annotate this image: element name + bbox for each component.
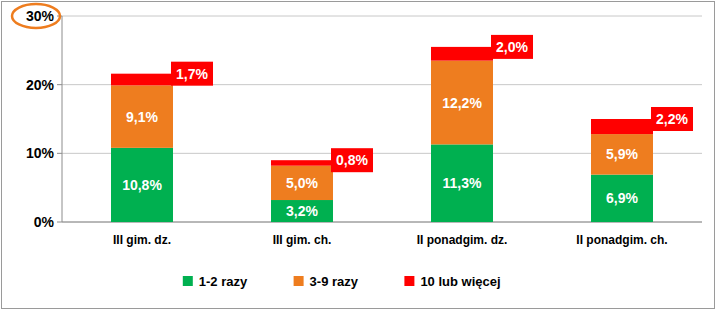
y-axis-line xyxy=(62,16,63,222)
tick-mark xyxy=(57,153,62,154)
category-label: II ponadgim. ch. xyxy=(576,233,667,247)
tick-label: 30% xyxy=(26,8,55,24)
label-box xyxy=(331,148,373,172)
legend: 1-2 razy 3-9 razy 10 lub więcej xyxy=(183,274,501,289)
data-label: 6,9% xyxy=(606,190,638,206)
tick-mark xyxy=(57,84,62,85)
data-label: 5,9% xyxy=(606,146,638,162)
bar-segment xyxy=(431,61,493,145)
legend-label: 10 lub więcej xyxy=(420,274,500,289)
legend-swatch xyxy=(404,276,414,286)
data-label: 9,1% xyxy=(126,109,158,125)
bar-segment xyxy=(271,166,333,200)
bar-segment xyxy=(111,148,173,222)
data-label: 5,0% xyxy=(286,175,318,191)
tick-label: 20% xyxy=(26,77,55,93)
data-label: 10,8% xyxy=(122,177,162,193)
legend-label: 3-9 razy xyxy=(310,274,359,289)
data-label: 11,3% xyxy=(443,175,482,191)
highlight-circle xyxy=(12,4,60,28)
bar-segment xyxy=(111,85,173,147)
data-label: 1,7% xyxy=(176,66,208,82)
bar-segment xyxy=(111,74,173,86)
y-axis: 0% 10% 20% 30% xyxy=(12,4,702,230)
bar-segment xyxy=(431,47,493,61)
category-label: II ponadgim. dz. xyxy=(417,233,508,247)
bar-segment xyxy=(591,119,653,134)
bar-segment xyxy=(591,134,653,175)
bars xyxy=(111,47,653,222)
category-label: III gim. dz. xyxy=(113,233,171,247)
chart-frame xyxy=(2,2,715,309)
bar-segment xyxy=(431,144,493,222)
tick-mark xyxy=(57,222,62,223)
bar-segment xyxy=(271,200,333,222)
legend-swatch xyxy=(294,276,304,286)
label-box xyxy=(491,35,533,59)
label-box xyxy=(651,107,693,131)
legend-label: 1-2 razy xyxy=(199,274,248,289)
data-labels: 10,8% 9,1% 1,7% 3,2% 5,0% 0,8% 11,3% 12,2% 2,0% 6… xyxy=(122,35,693,219)
label-box xyxy=(171,62,213,86)
legend-swatch xyxy=(183,276,193,286)
chart: 0% 10% 20% 30% 10,8% 9,1% 1,7% 3,2% 5,0% 0,8% 11,3… xyxy=(0,0,716,310)
data-label: 3,2% xyxy=(286,203,318,219)
bar-segment xyxy=(591,175,653,222)
grid-line xyxy=(62,16,702,17)
bar-segment xyxy=(271,160,333,165)
data-label: 0,8% xyxy=(336,152,368,168)
tick-label: 10% xyxy=(26,145,55,161)
data-label: 12,2% xyxy=(442,95,482,111)
data-label: 2,2% xyxy=(656,111,688,127)
data-label: 2,0% xyxy=(496,39,528,55)
category-label: III gim. ch. xyxy=(273,233,332,247)
tick-label: 0% xyxy=(34,214,55,230)
